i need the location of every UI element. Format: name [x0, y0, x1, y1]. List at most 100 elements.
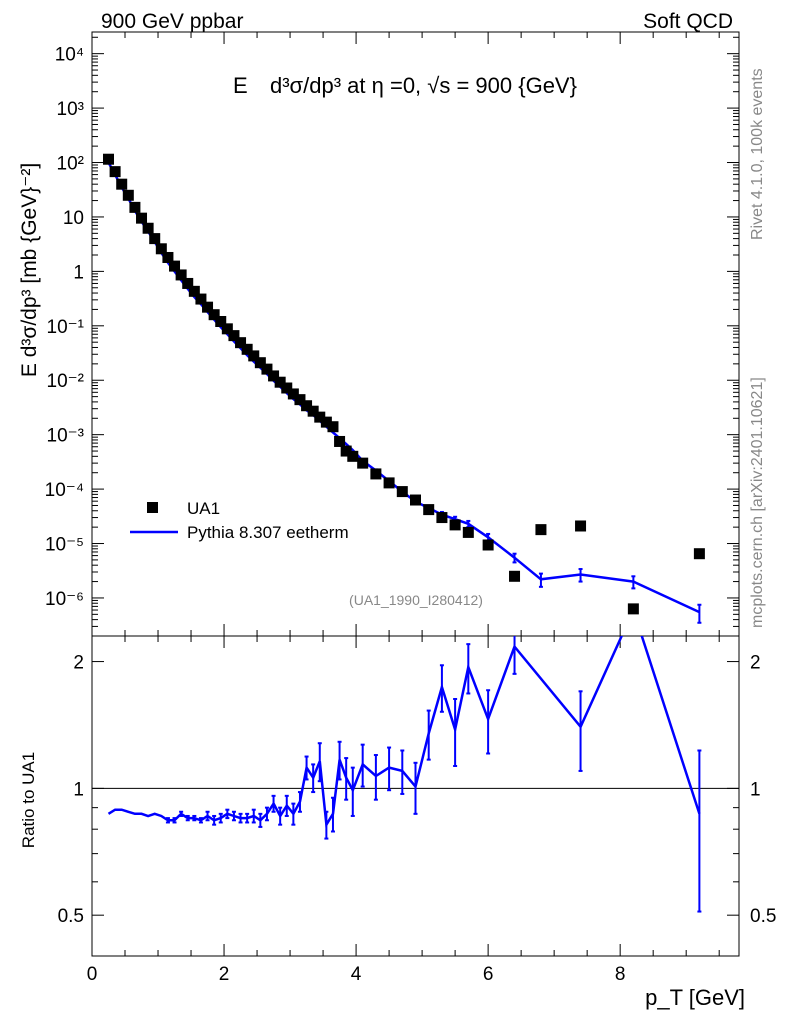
ua1-point [281, 382, 293, 394]
ratio-y-tick-label-right: 0.5 [750, 906, 776, 927]
ua1-point [436, 512, 448, 524]
ua1-point [287, 388, 299, 400]
ua1-point [261, 363, 273, 375]
x-tick-label: 2 [219, 964, 230, 985]
ratio-y-tick-label-right: 1 [750, 779, 761, 800]
ua1-point [136, 212, 148, 224]
top-y-tick-label: 10⁻⁶ [45, 589, 84, 610]
ua1-point [129, 201, 141, 213]
ua1-point [274, 376, 286, 388]
ua1-point [169, 260, 181, 272]
mcplots-label: mcplots.cern.ch [arXiv:2401.10621] [749, 377, 766, 628]
ua1-point [535, 524, 547, 536]
ua1-point [155, 243, 167, 255]
ua1-point [396, 486, 408, 498]
x-tick-label: 0 [87, 964, 98, 985]
legend-ua1-label: UA1 [187, 499, 220, 518]
ua1-point [103, 153, 115, 165]
top-y-tick-label: 10⁻³ [47, 426, 85, 447]
top-y-ticks: 10⁴ 10³ 10² 10 1 10⁻¹ 10⁻² 10⁻³ 10⁻⁴ 10⁻⁵ 10⁻⁶ [45, 36, 739, 637]
legend: UA1 Pythia 8.307 eetherm [130, 499, 349, 542]
top-y-label: E d³σ/dp³ [mb {GeV}⁻²] [18, 163, 41, 377]
ua1-point [627, 603, 639, 615]
ua1-point [182, 277, 194, 289]
ua1-point [228, 330, 240, 342]
chart-title-e: E [233, 73, 248, 98]
ua1-point [268, 370, 280, 382]
ratio-y-tick-label: 1 [73, 779, 84, 800]
ua1-point [509, 570, 521, 582]
ua1-point [423, 504, 435, 516]
ua1-point [149, 233, 161, 245]
pythia-series [107, 161, 702, 624]
ua1-point [208, 309, 220, 321]
ua1-point [294, 394, 306, 406]
ratio-y-tick-label: 0.5 [58, 906, 84, 927]
ua1-point [693, 548, 705, 560]
ua1-point [248, 350, 260, 362]
ua1-point [122, 189, 134, 201]
ua1-point [575, 520, 587, 532]
legend-pythia-label: Pythia 8.307 eetherm [187, 523, 349, 542]
ratio-y-label: Ratio to UA1 [19, 752, 38, 848]
x-tick-label: 6 [483, 964, 494, 985]
ua1-point [370, 468, 382, 480]
ua1-point [340, 445, 352, 457]
x-tick-label: 4 [351, 964, 362, 985]
ua1-point [175, 269, 187, 281]
ratio-panel-frame [91, 635, 740, 957]
x-ticks: 0 2 4 6 8 [87, 32, 720, 985]
ratio-y-tick-label: 2 [73, 653, 84, 674]
top-y-tick-label: 10⁻⁴ [45, 480, 84, 501]
ratio-clipped [107, 636, 702, 913]
ua1-point [410, 494, 421, 506]
main-panel-frame [91, 31, 740, 637]
ua1-point [142, 222, 154, 234]
ua1-point [314, 411, 326, 423]
ua1-point [449, 519, 461, 531]
top-y-tick-label: 10⁻¹ [47, 317, 85, 338]
ratio-y-tick-label-right: 2 [750, 653, 761, 674]
ua1-point [221, 323, 233, 335]
ua1-point [254, 357, 266, 369]
ua1-point [116, 178, 128, 190]
ratio-y-ticks: 0.5 0.5 1 1 2 2 [58, 653, 777, 928]
header-left: 900 GeV ppbar [101, 10, 243, 33]
ua1-point [188, 285, 200, 297]
ua1-point [307, 405, 319, 417]
top-y-tick-label: 10² [57, 154, 84, 175]
ua1-point [301, 400, 313, 412]
top-y-tick-label: 10³ [57, 99, 84, 120]
ua1-point [482, 539, 494, 551]
ua1-point [241, 343, 253, 355]
rivet-label: Rivet 4.1.0, 100k events [749, 68, 766, 240]
top-y-tick-label: 10⁴ [55, 45, 84, 66]
top-y-tick-label: 10 [63, 208, 84, 229]
x-axis-label: p_T [GeV] [645, 985, 745, 1010]
ua1-point [383, 477, 395, 489]
main-panel [91, 31, 740, 637]
ratio-line [107, 636, 701, 829]
ua1-point [334, 435, 346, 447]
ua1-point [195, 293, 207, 305]
ratio-series [107, 636, 702, 913]
x-tick-label: 8 [615, 964, 626, 985]
ua1-point [462, 526, 474, 538]
ua1-point [109, 166, 121, 178]
top-y-tick-label: 10⁻² [47, 371, 85, 392]
header-right: Soft QCD [643, 10, 733, 33]
ua1-point [202, 301, 214, 313]
pythia-line [107, 161, 700, 614]
legend-ua1-marker [147, 502, 158, 513]
top-y-tick-label: 10⁻⁵ [45, 535, 84, 556]
ua1-point [327, 421, 339, 433]
top-y-tick-label: 1 [73, 262, 84, 283]
ua1-series [103, 153, 705, 615]
chart-title-formula: d³σ/dp³ at η =0, √s = 900 {GeV} [270, 73, 577, 98]
ua1-point [235, 337, 247, 349]
ua1-point [162, 251, 174, 263]
ua1-point [320, 416, 332, 428]
ua1-point [357, 457, 369, 469]
analysis-id: (UA1_1990_I280412) [349, 592, 483, 608]
